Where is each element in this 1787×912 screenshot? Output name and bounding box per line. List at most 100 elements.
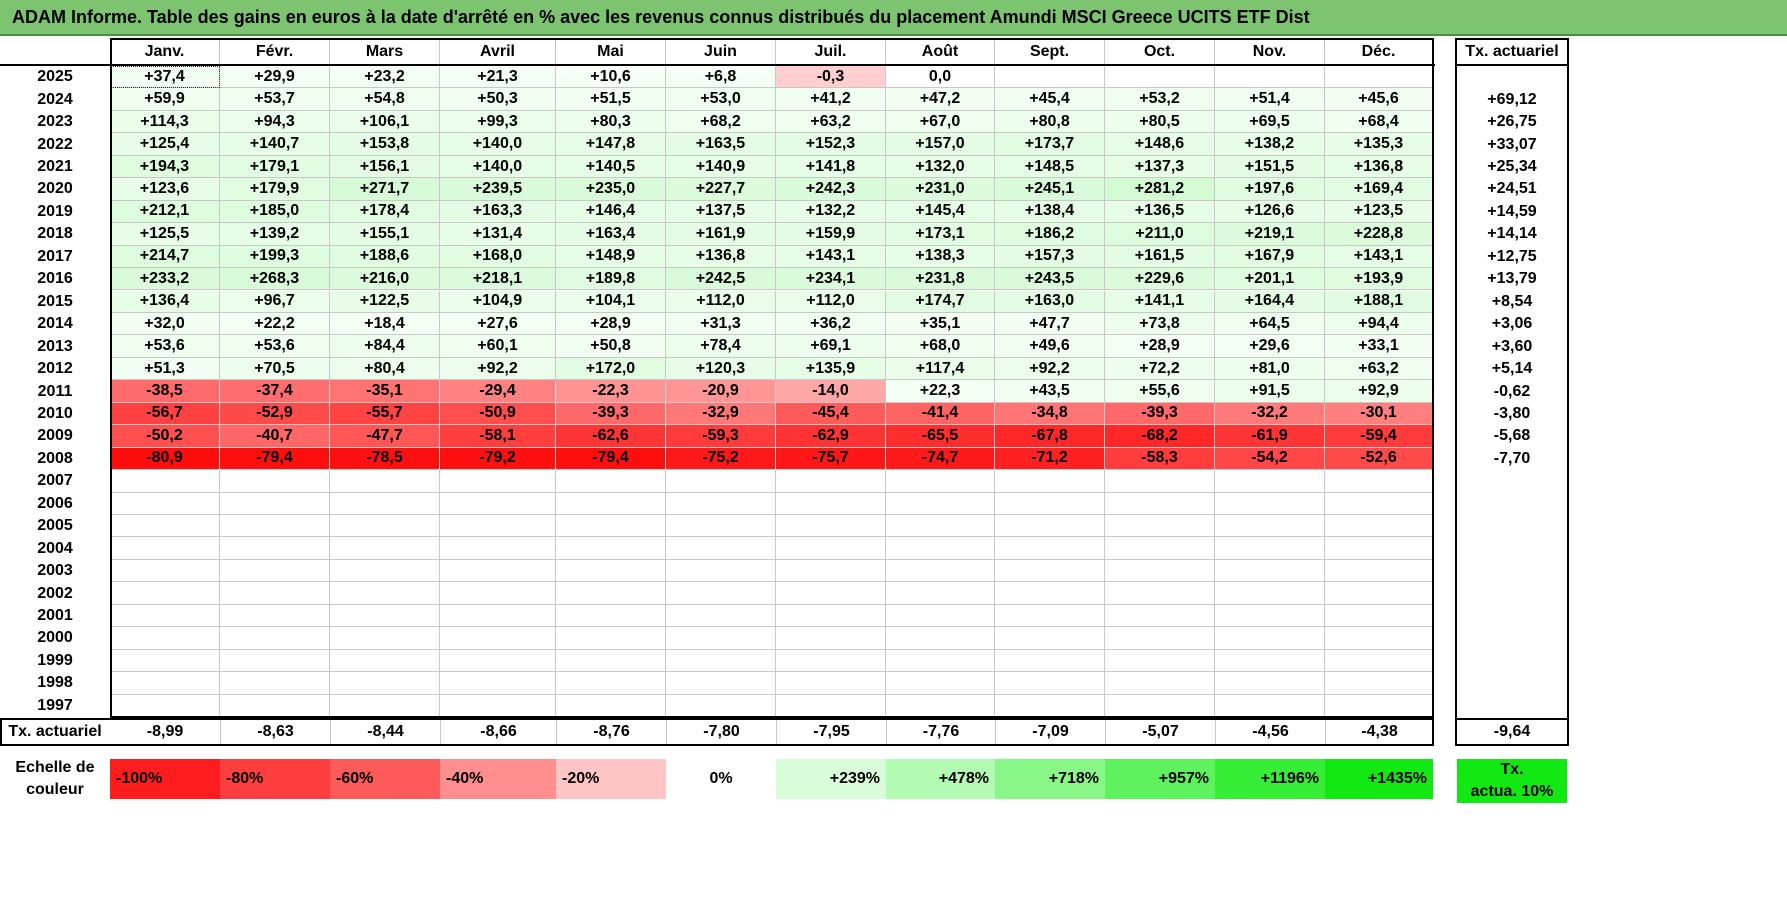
table-cell[interactable]: +140,9: [666, 155, 776, 179]
table-cell[interactable]: [995, 627, 1105, 650]
table-cell[interactable]: +68,4: [1325, 110, 1433, 134]
table-cell[interactable]: +69,1: [776, 335, 886, 358]
table-cell[interactable]: -38,5: [110, 380, 220, 403]
table-cell[interactable]: +140,5: [556, 155, 666, 179]
table-cell[interactable]: +28,9: [556, 312, 666, 336]
table-cell[interactable]: [1105, 470, 1215, 493]
table-cell[interactable]: [995, 582, 1105, 605]
table-cell[interactable]: [886, 492, 995, 515]
table-cell[interactable]: [556, 672, 666, 695]
table-cell[interactable]: +123,5: [1325, 200, 1433, 224]
table-cell[interactable]: +156,1: [330, 155, 440, 179]
table-cell[interactable]: [666, 672, 776, 695]
table-cell[interactable]: [886, 694, 995, 718]
table-cell[interactable]: -29,4: [440, 380, 556, 403]
table-cell[interactable]: +219,1: [1215, 223, 1325, 246]
table-cell[interactable]: [440, 627, 556, 650]
table-cell[interactable]: +126,6: [1215, 200, 1325, 224]
table-cell[interactable]: +10,6: [556, 66, 666, 89]
table-cell[interactable]: [776, 582, 886, 605]
table-cell[interactable]: +41,2: [776, 88, 886, 111]
table-cell[interactable]: +33,1: [1325, 335, 1433, 358]
table-cell[interactable]: [556, 694, 666, 718]
table-cell[interactable]: [220, 582, 330, 605]
table-cell[interactable]: +161,9: [666, 223, 776, 246]
table-cell[interactable]: [1325, 604, 1433, 628]
table-cell[interactable]: -79,4: [556, 447, 666, 471]
table-cell[interactable]: +155,1: [330, 223, 440, 246]
table-cell[interactable]: +163,4: [556, 223, 666, 246]
table-cell[interactable]: +92,2: [995, 357, 1105, 381]
table-cell[interactable]: +186,2: [995, 223, 1105, 246]
table-cell[interactable]: +218,1: [440, 268, 556, 291]
table-cell[interactable]: [110, 604, 220, 628]
table-cell[interactable]: [1325, 66, 1433, 89]
table-cell[interactable]: [1215, 649, 1325, 673]
table-cell[interactable]: +104,1: [556, 290, 666, 313]
table-cell[interactable]: [1215, 492, 1325, 515]
table-cell[interactable]: [440, 672, 556, 695]
table-cell[interactable]: -0,3: [776, 66, 886, 89]
table-cell[interactable]: [110, 537, 220, 560]
table-cell[interactable]: +136,8: [666, 245, 776, 269]
table-cell[interactable]: [330, 559, 440, 583]
table-cell[interactable]: -79,2: [440, 447, 556, 471]
table-cell[interactable]: +179,1: [220, 155, 330, 179]
table-cell[interactable]: [330, 627, 440, 650]
table-cell[interactable]: +60,1: [440, 335, 556, 358]
table-cell[interactable]: [110, 672, 220, 695]
table-cell[interactable]: [1105, 694, 1215, 718]
table-cell[interactable]: +120,3: [666, 357, 776, 381]
table-cell[interactable]: +138,4: [995, 200, 1105, 224]
table-cell[interactable]: +64,5: [1215, 312, 1325, 336]
table-cell[interactable]: +157,0: [886, 133, 995, 156]
table-cell[interactable]: +80,8: [995, 110, 1105, 134]
table-cell[interactable]: [666, 604, 776, 628]
table-cell[interactable]: +201,1: [1215, 268, 1325, 291]
table-cell[interactable]: +139,2: [220, 223, 330, 246]
table-cell[interactable]: +141,1: [1105, 290, 1215, 313]
table-cell[interactable]: +106,1: [330, 110, 440, 134]
table-cell[interactable]: -65,5: [886, 425, 995, 448]
table-cell[interactable]: +114,3: [110, 110, 220, 134]
table-cell[interactable]: [776, 559, 886, 583]
table-cell[interactable]: [666, 492, 776, 515]
table-cell[interactable]: +53,6: [110, 335, 220, 358]
table-cell[interactable]: +281,2: [1105, 178, 1215, 201]
table-cell[interactable]: +131,4: [440, 223, 556, 246]
table-cell[interactable]: +140,0: [440, 155, 556, 179]
table-cell[interactable]: [1215, 537, 1325, 560]
table-cell[interactable]: [666, 470, 776, 493]
table-cell[interactable]: [776, 604, 886, 628]
table-cell[interactable]: [110, 649, 220, 673]
table-cell[interactable]: -37,4: [220, 380, 330, 403]
table-cell[interactable]: +143,1: [776, 245, 886, 269]
table-cell[interactable]: +51,3: [110, 357, 220, 381]
table-cell[interactable]: +53,6: [220, 335, 330, 358]
table-cell[interactable]: [776, 470, 886, 493]
table-cell[interactable]: -41,4: [886, 402, 995, 426]
table-cell[interactable]: [666, 515, 776, 538]
table-cell[interactable]: +53,0: [666, 88, 776, 111]
table-cell[interactable]: -22,3: [556, 380, 666, 403]
table-cell[interactable]: [1215, 66, 1325, 89]
table-cell[interactable]: [1215, 694, 1325, 718]
table-cell[interactable]: +216,0: [330, 268, 440, 291]
table-cell[interactable]: +138,2: [1215, 133, 1325, 156]
table-cell[interactable]: [440, 694, 556, 718]
table-cell[interactable]: +163,5: [666, 133, 776, 156]
table-cell[interactable]: [1105, 627, 1215, 650]
table-cell[interactable]: +136,8: [1325, 155, 1433, 179]
table-cell[interactable]: [995, 559, 1105, 583]
table-cell[interactable]: +73,8: [1105, 312, 1215, 336]
table-cell[interactable]: [1325, 515, 1433, 538]
table-cell[interactable]: +23,2: [330, 66, 440, 89]
table-cell[interactable]: +147,8: [556, 133, 666, 156]
table-cell[interactable]: +53,7: [220, 88, 330, 111]
table-cell[interactable]: +163,0: [995, 290, 1105, 313]
table-cell[interactable]: [556, 515, 666, 538]
table-cell[interactable]: [1105, 649, 1215, 673]
table-cell[interactable]: -35,1: [330, 380, 440, 403]
table-cell[interactable]: +92,9: [1325, 380, 1433, 403]
table-cell[interactable]: +91,5: [1215, 380, 1325, 403]
